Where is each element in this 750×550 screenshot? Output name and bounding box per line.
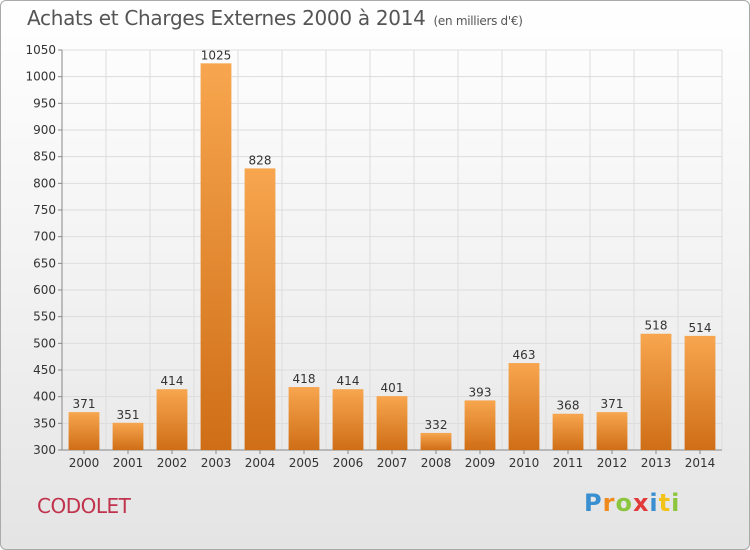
bar [596, 412, 628, 450]
y-tick-label: 400 [33, 390, 56, 404]
bar [156, 389, 188, 450]
x-tick-label: 2007 [377, 456, 408, 470]
bar [244, 168, 276, 450]
data-label: 514 [689, 321, 712, 335]
y-tick-label: 700 [33, 230, 56, 244]
x-tick-label: 2003 [201, 456, 232, 470]
bar [684, 335, 716, 450]
data-label: 418 [293, 372, 316, 386]
data-label: 332 [425, 418, 448, 432]
x-tick-label: 2006 [333, 456, 364, 470]
bar [112, 422, 144, 450]
chart-title: Achats et Charges Externes 2000 à 2014 (e… [27, 6, 523, 30]
data-label: 414 [161, 374, 184, 388]
bars [68, 63, 716, 450]
y-tick-label: 350 [33, 416, 56, 430]
data-label: 351 [117, 408, 140, 422]
y-tick-label: 1000 [25, 70, 56, 84]
chart-unit-label: (en milliers d'€) [433, 14, 523, 28]
commune-name: CODOLET [37, 494, 131, 518]
bar [288, 387, 320, 450]
data-label: 401 [381, 381, 404, 395]
bar [332, 389, 364, 450]
data-label: 1025 [201, 48, 232, 62]
proxiti-logo: Proxiti [584, 489, 681, 517]
x-tick-label: 2012 [597, 456, 628, 470]
data-label: 371 [73, 397, 96, 411]
y-tick-label: 650 [33, 256, 56, 270]
data-label: 371 [601, 397, 624, 411]
x-tick-label: 2013 [641, 456, 672, 470]
data-labels: 371 351 414 1025 828 418 414 401 332 393 463 368 371… [73, 48, 712, 432]
x-tick-label: 2010 [509, 456, 540, 470]
y-tick-label: 1050 [25, 43, 56, 57]
x-tick-label: 2009 [465, 456, 496, 470]
y-tick-label: 550 [33, 310, 56, 324]
bar [376, 396, 408, 450]
bar [200, 63, 232, 450]
axes: 300 350 400 450 500 550 600 650 700 750 800 850 900 9… [25, 43, 722, 470]
y-tick-label: 950 [33, 96, 56, 110]
x-tick-label: 2002 [157, 456, 188, 470]
bar [508, 363, 540, 450]
y-tick-label: 800 [33, 176, 56, 190]
data-label: 414 [337, 374, 360, 388]
x-tick-label: 2011 [553, 456, 584, 470]
y-tick-label: 750 [33, 203, 56, 217]
data-label: 463 [513, 348, 536, 362]
y-tick-label: 450 [33, 363, 56, 377]
data-label: 368 [557, 399, 580, 413]
x-tick-label: 2014 [685, 456, 716, 470]
data-label: 828 [249, 153, 272, 167]
y-tick-label: 500 [33, 336, 56, 350]
x-tick-label: 2001 [113, 456, 144, 470]
bar [420, 432, 452, 450]
x-tick-label: 2005 [289, 456, 320, 470]
x-tick-label: 2008 [421, 456, 452, 470]
bar [68, 412, 100, 450]
data-label: 518 [645, 319, 668, 333]
bar [464, 400, 496, 450]
chart-title-text: Achats et Charges Externes 2000 à 2014 [27, 6, 426, 30]
x-tick-label: 2004 [245, 456, 276, 470]
y-tick-label: 850 [33, 150, 56, 164]
x-tick-label: 2000 [69, 456, 100, 470]
y-tick-label: 600 [33, 283, 56, 297]
y-tick-label: 900 [33, 123, 56, 137]
bar [640, 333, 672, 450]
bar [552, 413, 584, 450]
data-label: 393 [469, 385, 492, 399]
y-tick-label: 300 [33, 443, 56, 457]
